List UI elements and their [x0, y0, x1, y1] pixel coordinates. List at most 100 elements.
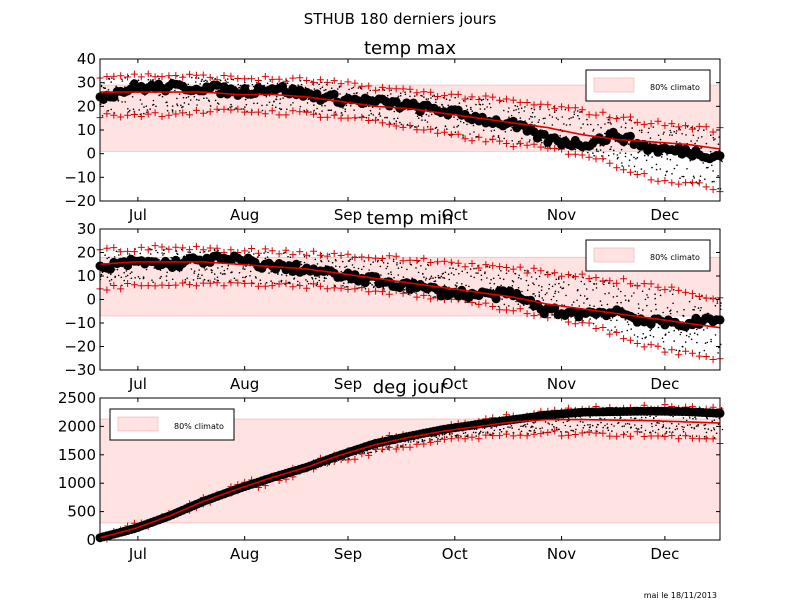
- ensemble-dot: [689, 417, 691, 419]
- ensemble-dot: [180, 104, 182, 107]
- ensemble-dot: [630, 295, 633, 297]
- ensemble-dot: [534, 116, 536, 118]
- ensemble-dot: [508, 270, 510, 272]
- ensemble-dot: [137, 276, 140, 278]
- ensemble-dot: [551, 124, 554, 126]
- ensemble-dot: [249, 275, 251, 277]
- ensemble-dot: [211, 78, 213, 80]
- ensemble-dot: [152, 79, 154, 81]
- envelope-plus: [103, 73, 111, 81]
- envelope-plus: [613, 328, 621, 336]
- ensemble-dot: [117, 100, 120, 102]
- ensemble-dot: [190, 268, 193, 270]
- ensemble-dot: [518, 274, 520, 277]
- envelope-plus: [606, 159, 614, 167]
- ensemble-dot: [579, 420, 582, 423]
- ensemble-dot: [279, 102, 281, 105]
- ensemble-dot: [520, 430, 523, 433]
- ensemble-dot: [213, 273, 216, 275]
- ensemble-dot: [508, 305, 510, 307]
- ensemble-dot: [624, 155, 627, 158]
- ensemble-dot: [139, 252, 142, 255]
- ensemble-dot: [318, 276, 321, 278]
- ensemble-dot: [275, 98, 277, 100]
- ensemble-dot: [145, 105, 148, 107]
- envelope-plus: [275, 250, 283, 258]
- ensemble-dot: [613, 285, 615, 288]
- ensemble-dot: [695, 425, 698, 427]
- ensemble-dot: [611, 317, 614, 319]
- ensemble-dot: [397, 274, 400, 276]
- envelope-plus: [558, 103, 566, 111]
- ensemble-dot: [662, 133, 665, 135]
- ensemble-dot: [306, 280, 309, 283]
- ensemble-dot: [697, 423, 699, 426]
- envelope-plus: [282, 246, 290, 254]
- ensemble-dot: [541, 297, 543, 299]
- ensemble-dot: [509, 426, 511, 429]
- ensemble-dot: [555, 426, 558, 429]
- ensemble-dot: [665, 432, 667, 435]
- ensemble-dot: [546, 292, 548, 294]
- mean-line: [99, 418, 721, 539]
- ensemble-dot: [503, 303, 506, 306]
- ensemble-dot: [529, 430, 532, 432]
- ensemble-dot: [326, 274, 329, 277]
- ensemble-dot: [198, 99, 200, 101]
- envelope-plus: [647, 432, 655, 440]
- ensemble-dot: [573, 111, 575, 113]
- ensemble-dot: [526, 423, 529, 425]
- envelope-plus: [620, 113, 628, 121]
- ensemble-dot: [649, 431, 651, 434]
- ensemble-dot: [693, 177, 695, 179]
- ensemble-dot: [583, 424, 586, 427]
- envelope-plus: [702, 294, 710, 302]
- ensemble-dot: [393, 117, 395, 120]
- ensemble-dot: [721, 428, 724, 431]
- ensemble-dot: [548, 114, 551, 116]
- ensemble-dot: [201, 274, 203, 277]
- ensemble-dot: [638, 150, 641, 153]
- ensemble-dot: [694, 306, 696, 308]
- ensemble-dot: [592, 289, 594, 291]
- ensemble-dot: [380, 259, 383, 262]
- envelope-plus: [179, 279, 187, 287]
- ensemble-dot: [116, 268, 119, 271]
- ensemble-dot: [217, 279, 219, 282]
- ensemble-dot: [115, 250, 118, 253]
- ensemble-dot: [604, 293, 606, 295]
- ensemble-dot: [466, 435, 469, 438]
- ensemble-dot: [475, 272, 477, 274]
- ensemble-dot: [260, 282, 262, 285]
- ensemble-dot: [505, 272, 508, 275]
- ensemble-dot: [327, 109, 330, 112]
- ensemble-dot: [454, 434, 457, 437]
- envelope-plus: [475, 300, 483, 308]
- ensemble-dot: [542, 299, 545, 301]
- envelope-plus: [585, 428, 593, 436]
- ensemble-dot: [442, 106, 444, 108]
- ensemble-dot: [193, 95, 196, 98]
- ensemble-dot: [372, 261, 375, 263]
- ensemble-dot: [342, 284, 344, 287]
- ensemble-dot: [538, 291, 540, 294]
- envelope-plus: [165, 111, 173, 119]
- ensemble-dot: [473, 267, 475, 270]
- ensemble-dot: [582, 123, 584, 125]
- ensemble-dot: [593, 154, 595, 157]
- ensemble-dot: [319, 87, 322, 90]
- ensemble-dot: [206, 80, 208, 82]
- ensemble-dot: [477, 265, 479, 267]
- ensemble-dot: [121, 78, 123, 81]
- envelope-plus: [530, 140, 538, 148]
- ensemble-dot: [624, 423, 627, 425]
- ensemble-dot: [582, 421, 584, 423]
- envelope-plus: [351, 114, 359, 122]
- ensemble-dot: [673, 167, 676, 170]
- envelope-plus: [509, 265, 517, 273]
- ensemble-dot: [671, 293, 674, 296]
- ensemble-dot: [709, 150, 712, 153]
- ensemble-dot: [712, 170, 714, 172]
- ensemble-dot: [643, 154, 646, 157]
- ensemble-dot: [171, 105, 174, 107]
